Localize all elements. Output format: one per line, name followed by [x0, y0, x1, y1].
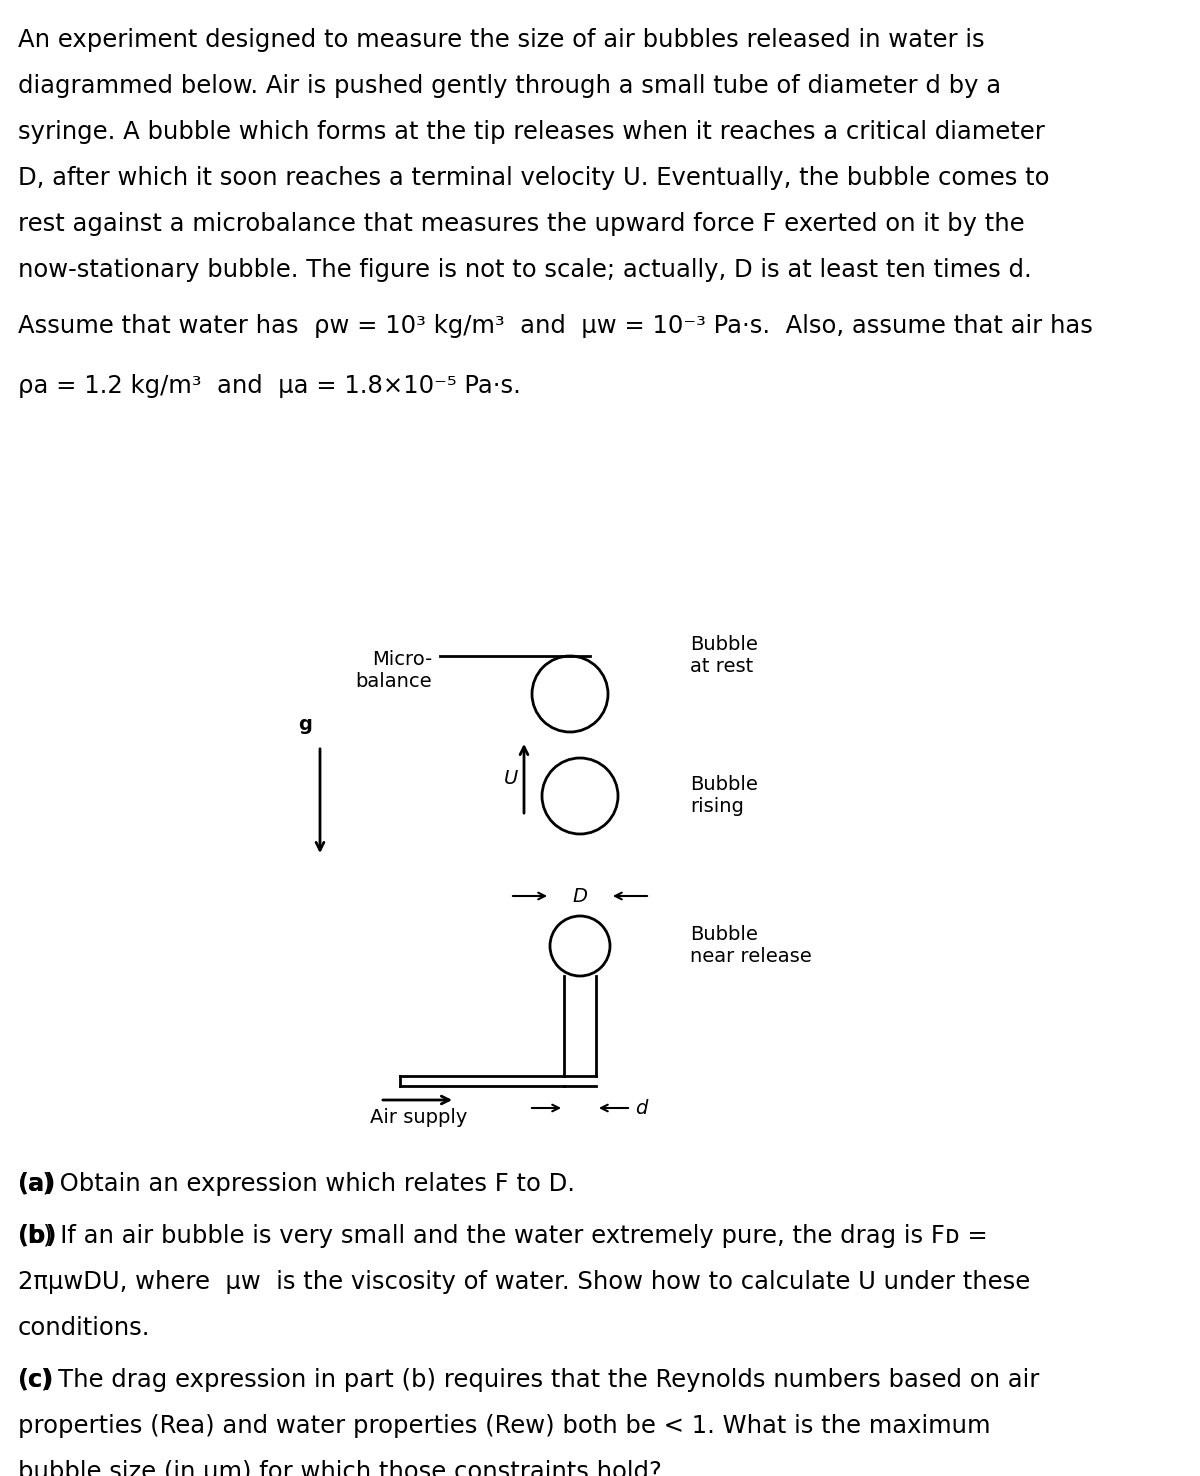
Text: (c): (c)	[18, 1368, 54, 1392]
Text: (b) If an air bubble is very small and the water extremely pure, the drag is Fᴅ : (b) If an air bubble is very small and t…	[18, 1224, 988, 1249]
Text: D, after which it soon reaches a terminal velocity U. Eventually, the bubble com: D, after which it soon reaches a termina…	[18, 165, 1050, 190]
Text: diagrammed below. Air is pushed gently through a small tube of diameter d by a: diagrammed below. Air is pushed gently t…	[18, 74, 1001, 97]
Text: U: U	[504, 769, 518, 788]
Text: 2πμwDU, where  μw  is the viscosity of water. Show how to calculate U under thes: 2πμwDU, where μw is the viscosity of wat…	[18, 1269, 1031, 1294]
Text: rest against a microbalance that measures the upward force F exerted on it by th: rest against a microbalance that measure…	[18, 213, 1025, 236]
Text: (a) Obtain an expression which relates F to D.: (a) Obtain an expression which relates F…	[18, 1172, 575, 1196]
Text: Bubble
rising: Bubble rising	[690, 775, 758, 816]
Text: conditions.: conditions.	[18, 1317, 150, 1340]
Text: ρa = 1.2 kg/m³  and  μa = 1.8×10⁻⁵ Pa·s.: ρa = 1.2 kg/m³ and μa = 1.8×10⁻⁵ Pa·s.	[18, 373, 521, 399]
Text: An experiment designed to measure the size of air bubbles released in water is: An experiment designed to measure the si…	[18, 28, 985, 52]
Text: now-stationary bubble. The figure is not to scale; actually, D is at least ten t: now-stationary bubble. The figure is not…	[18, 258, 1032, 282]
Text: syringe. A bubble which forms at the tip releases when it reaches a critical dia: syringe. A bubble which forms at the tip…	[18, 120, 1045, 145]
Text: Air supply: Air supply	[370, 1108, 467, 1128]
Text: Bubble
near release: Bubble near release	[690, 925, 811, 967]
Text: bubble size (in μm) for which those constraints hold?: bubble size (in μm) for which those cons…	[18, 1460, 662, 1476]
Text: Assume that water has  ρw = 10³ kg/m³  and  μw = 10⁻³ Pa·s.  Also, assume that a: Assume that water has ρw = 10³ kg/m³ and…	[18, 314, 1093, 338]
Text: (b): (b)	[18, 1224, 58, 1249]
Text: Bubble
at rest: Bubble at rest	[690, 636, 758, 676]
Text: (c) The drag expression in part (b) requires that the Reynolds numbers based on : (c) The drag expression in part (b) requ…	[18, 1368, 1039, 1392]
Text: (a): (a)	[18, 1172, 56, 1196]
Text: d: d	[635, 1098, 647, 1117]
Text: properties (Rea) and water properties (Rew) both be < 1. What is the maximum: properties (Rea) and water properties (R…	[18, 1414, 990, 1438]
Text: g: g	[298, 714, 312, 734]
Text: Micro-
balance: Micro- balance	[355, 649, 432, 691]
Text: D: D	[572, 887, 588, 905]
